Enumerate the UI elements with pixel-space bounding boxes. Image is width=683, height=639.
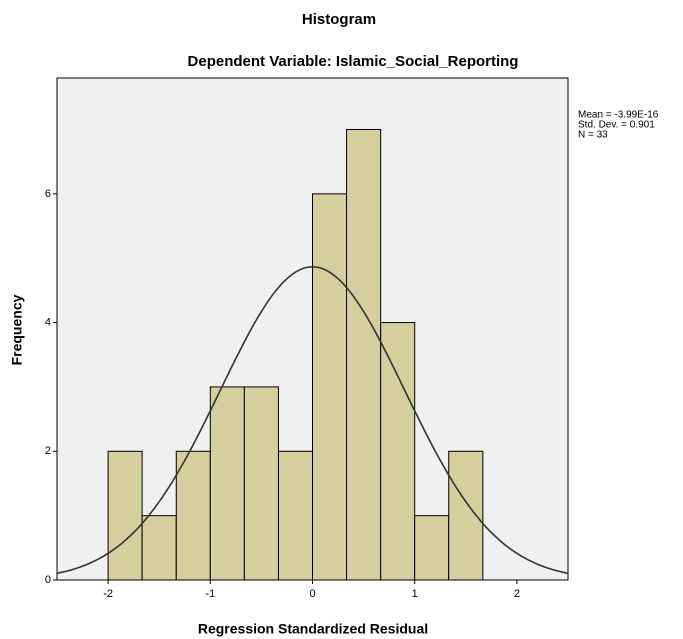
x-axis-label: Regression Standardized Residual <box>198 621 428 637</box>
bar <box>175 450 211 581</box>
stat-label: Std. Dev. = 0.901 <box>578 120 655 131</box>
bar <box>277 450 314 581</box>
bar <box>107 450 143 581</box>
stat-label: Mean = -3.99E-16 <box>578 110 659 121</box>
bar <box>448 450 484 581</box>
chart-title: Histogram <box>302 11 376 28</box>
bar <box>209 386 245 581</box>
y-tick-label: 6 <box>45 188 51 200</box>
x-tick-label: 1 <box>412 588 418 600</box>
x-tick-label: 0 <box>309 588 315 600</box>
bar <box>346 128 382 581</box>
bar <box>414 515 450 581</box>
bar <box>380 322 416 581</box>
normal-curve <box>56 265 569 575</box>
x-tick-label: -1 <box>205 588 215 600</box>
stat-label: N = 33 <box>578 130 608 141</box>
bar <box>312 193 348 581</box>
y-tick-label: 4 <box>45 316 51 328</box>
bar <box>243 386 279 581</box>
y-tick-label: 2 <box>45 445 51 457</box>
chart-subtitle: Dependent Variable: Islamic_Social_Repor… <box>188 53 519 70</box>
y-axis-label: Frequency <box>9 294 25 365</box>
x-tick-label: 2 <box>514 588 520 600</box>
y-tick-label: 0 <box>45 574 51 586</box>
bar <box>141 515 177 581</box>
x-tick-label: -2 <box>103 588 113 600</box>
